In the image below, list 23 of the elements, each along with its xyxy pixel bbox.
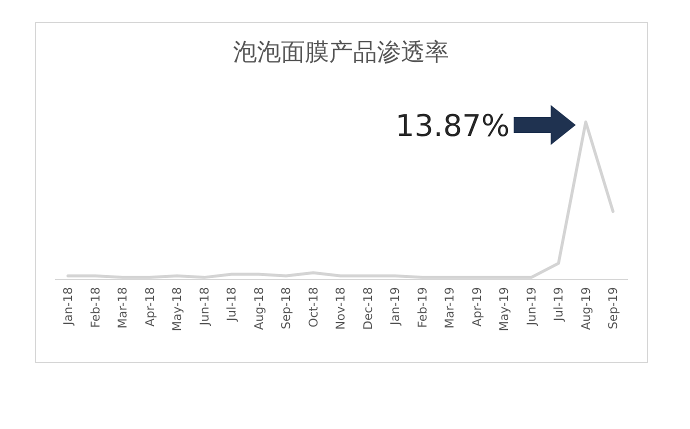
annotation: 13.87% <box>395 109 510 144</box>
x-tick-label: Jan-19 <box>388 287 402 326</box>
x-tick-label: May-18 <box>170 287 184 332</box>
x-tick-label: Dec-18 <box>360 287 375 330</box>
x-tick-label: Mar-18 <box>116 287 130 328</box>
x-tick-label: Aug-18 <box>252 287 266 330</box>
x-tick-label: Nov-18 <box>334 287 348 330</box>
x-tick-label: Sep-18 <box>279 287 293 330</box>
x-tick-label: Mar-19 <box>442 287 456 328</box>
x-tick-label: Jul-19 <box>552 287 566 322</box>
x-tick-label: Jul-18 <box>224 287 238 322</box>
x-tick-label: Oct-18 <box>306 287 320 328</box>
x-tick-label: Apr-19 <box>470 287 484 327</box>
x-tick-label: Feb-18 <box>88 287 102 328</box>
x-tick-label: Apr-18 <box>142 287 157 327</box>
x-tick-label: Jan-18 <box>61 287 75 326</box>
x-tick-label: Jun-18 <box>197 287 212 326</box>
x-tick-label: Aug-19 <box>578 287 593 330</box>
x-tick-label: Sep-19 <box>606 287 620 330</box>
chart-title: 泡泡面膜产品渗透率 <box>233 38 449 66</box>
x-tick-label: May-19 <box>497 287 511 332</box>
x-tick-label: Feb-19 <box>415 287 430 328</box>
x-tick-label: Jun-19 <box>524 287 538 326</box>
